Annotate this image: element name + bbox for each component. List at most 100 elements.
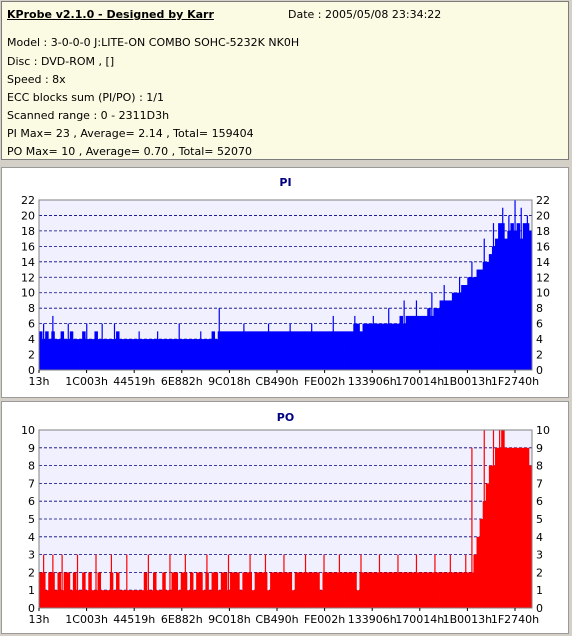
- x-tick-label: 1F2740h: [491, 613, 539, 626]
- data-bar: [411, 572, 416, 608]
- data-bar: [69, 590, 74, 608]
- data-bar: [39, 331, 43, 370]
- data-bar: [149, 339, 154, 370]
- y-tick-label-right: 2: [536, 566, 543, 579]
- data-bar: [134, 339, 138, 370]
- data-bar: [285, 572, 289, 608]
- y-tick-label-left: 8: [28, 302, 35, 315]
- data-bar: [417, 315, 422, 370]
- data-bar: [528, 230, 533, 370]
- y-tick-label-left: 1: [28, 584, 35, 597]
- data-bar: [451, 572, 456, 608]
- data-bar: [208, 339, 212, 370]
- data-bar: [202, 590, 206, 608]
- data-bar: [353, 572, 357, 608]
- data-bar: [334, 572, 339, 608]
- data-bar: [106, 339, 111, 370]
- data-bar: [165, 339, 169, 370]
- data-bar: [408, 315, 413, 370]
- data-bar: [427, 308, 431, 370]
- y-tick-label-left: 12: [21, 271, 35, 284]
- data-bar: [54, 590, 58, 608]
- data-bar: [116, 331, 120, 370]
- y-tick-label-left: 9: [28, 442, 35, 455]
- y-tick-label-right: 10: [536, 424, 550, 437]
- data-bar: [273, 331, 277, 370]
- data-bar: [254, 572, 259, 608]
- data-bar: [63, 339, 68, 370]
- data-bar: [230, 331, 234, 370]
- data-bar: [294, 331, 299, 370]
- data-bar: [196, 339, 200, 370]
- data-bar: [251, 590, 256, 608]
- data-bar: [79, 339, 83, 370]
- chart-title: PI: [279, 176, 291, 189]
- y-tick-label-left: 22: [21, 194, 35, 207]
- data-bar: [94, 331, 98, 370]
- data-bar: [393, 572, 397, 608]
- data-bar: [461, 572, 465, 608]
- y-tick-label-left: 3: [28, 549, 35, 562]
- y-tick-label-right: 14: [536, 256, 550, 269]
- y-tick-label-left: 10: [21, 424, 35, 437]
- data-bar: [390, 572, 394, 608]
- data-bar: [149, 590, 154, 608]
- data-bar: [458, 572, 462, 608]
- data-bar: [180, 572, 185, 608]
- data-bar: [362, 572, 367, 608]
- data-bar: [103, 339, 108, 370]
- data-bar: [498, 223, 502, 370]
- data-bar: [393, 323, 397, 370]
- data-bar: [128, 339, 132, 370]
- data-bar: [140, 590, 145, 608]
- data-bar: [501, 430, 505, 608]
- y-tick-label-left: 5: [28, 513, 35, 526]
- data-bar: [421, 572, 425, 608]
- data-bar: [45, 331, 49, 370]
- x-tick-label: 13h: [29, 375, 50, 388]
- data-bar: [516, 223, 521, 370]
- data-bar: [439, 300, 444, 370]
- y-tick-label-left: 14: [21, 256, 35, 269]
- data-bar: [153, 572, 157, 608]
- data-bar: [205, 339, 209, 370]
- data-bar: [226, 331, 231, 370]
- data-bar: [495, 238, 499, 370]
- y-tick-label-right: 6: [536, 318, 543, 331]
- y-tick-label-left: 0: [28, 364, 35, 377]
- data-bar: [365, 323, 370, 370]
- data-bar: [263, 331, 268, 370]
- data-bar: [405, 315, 410, 370]
- data-bar: [384, 572, 388, 608]
- data-bar: [60, 331, 65, 370]
- data-bar: [186, 339, 191, 370]
- data-bar: [91, 339, 95, 370]
- data-bar: [374, 572, 379, 608]
- data-bar: [439, 572, 444, 608]
- data-bar: [156, 590, 160, 608]
- y-tick-label-left: 6: [28, 495, 35, 508]
- scanned-range-line: Scanned range : 0 - 2311D3h: [7, 109, 170, 122]
- data-bar: [328, 331, 333, 370]
- data-bar: [417, 572, 422, 608]
- data-bar: [239, 590, 243, 608]
- y-tick-label-left: 16: [21, 240, 35, 253]
- data-bar: [337, 331, 342, 370]
- data-bar: [451, 292, 456, 370]
- data-bar: [285, 331, 289, 370]
- y-tick-label-right: 7: [536, 477, 543, 490]
- data-bar: [485, 261, 490, 370]
- data-bar: [297, 572, 302, 608]
- data-bar: [211, 572, 216, 608]
- data-bar: [242, 572, 246, 608]
- data-bar: [442, 572, 447, 608]
- data-bar: [137, 590, 142, 608]
- y-tick-label-left: 20: [21, 209, 35, 222]
- data-bar: [116, 572, 120, 608]
- data-bar: [495, 447, 499, 608]
- data-bar: [257, 331, 262, 370]
- data-bar: [131, 590, 135, 608]
- data-bar: [427, 572, 431, 608]
- data-bar: [230, 572, 234, 608]
- data-bar: [279, 572, 283, 608]
